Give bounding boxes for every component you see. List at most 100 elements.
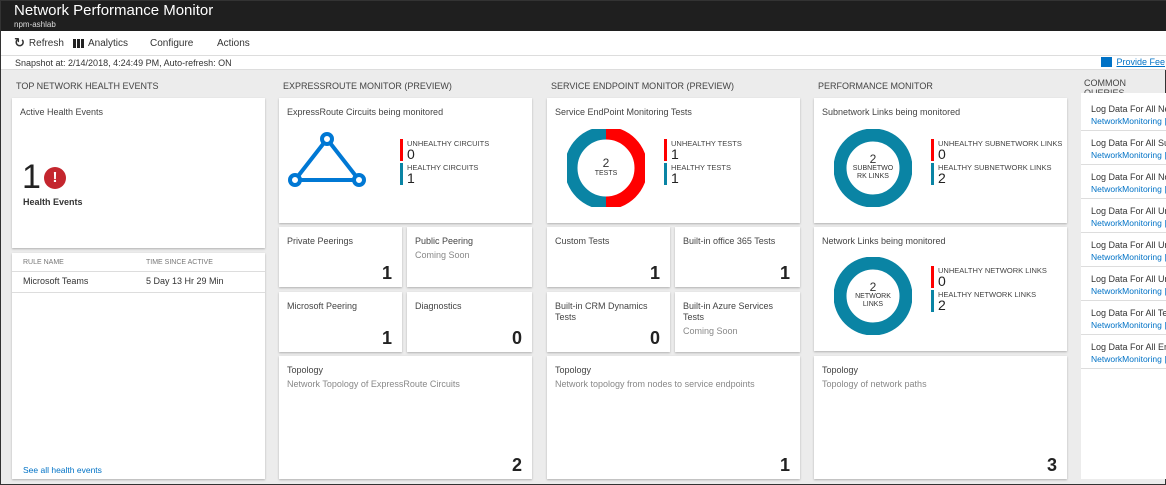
- query-title: Log Data For All Tes: [1091, 308, 1166, 318]
- query-item[interactable]: Log Data For All Un NetworkMonitoring |: [1081, 200, 1166, 233]
- center-count: 2: [869, 280, 877, 294]
- query-item[interactable]: Log Data For All Enc NetworkMonitoring |: [1081, 336, 1166, 369]
- unhealthy-count: 0: [407, 146, 415, 162]
- card-title: Topology: [555, 365, 592, 375]
- tile-card[interactable]: Microsoft Peering 1: [279, 292, 402, 352]
- network-legend: UNHEALTHY NETWORK LINKS 0 HEALTHY NETWORK…: [931, 266, 1047, 314]
- col-rule-name: RULE NAME: [23, 259, 64, 266]
- query-item[interactable]: Log Data For All Sul NetworkMonitoring |: [1081, 132, 1166, 165]
- rule-name: Microsoft Teams: [23, 276, 89, 286]
- health-events-label: Health Events: [23, 197, 83, 207]
- feedback-label: Provide Fee: [1116, 57, 1165, 67]
- thumbs-up-icon: [1101, 57, 1113, 67]
- query-item[interactable]: Log Data For All Un NetworkMonitoring |: [1081, 234, 1166, 267]
- app-title: Network Performance Monitor: [14, 2, 214, 19]
- network-links-card[interactable]: Network Links being monitored 2 NETWORK L…: [814, 227, 1067, 351]
- query-title: Log Data For All Un: [1091, 274, 1166, 284]
- subnetwork-links-card[interactable]: Subnetwork Links being monitored 2 SUBNET…: [814, 98, 1067, 223]
- tile-card[interactable]: Built-in CRM Dynamics Tests 0: [547, 292, 670, 352]
- query-link[interactable]: NetworkMonitoring |: [1091, 252, 1166, 262]
- query-title: Log Data For All Un: [1091, 240, 1166, 250]
- tile-subtitle: Coming Soon: [683, 326, 738, 336]
- query-link[interactable]: NetworkMonitoring |: [1091, 354, 1166, 364]
- table-row[interactable]: Microsoft Teams 5 Day 13 Hr 29 Min: [12, 272, 265, 293]
- performance-section-title: PERFORMANCE MONITOR: [818, 81, 933, 91]
- tile-card[interactable]: Diagnostics 0: [407, 292, 532, 352]
- tile-value: 1: [779, 263, 790, 283]
- tile-value: 1: [649, 263, 660, 283]
- topology-count: 1: [779, 455, 790, 475]
- card-title: Topology: [822, 365, 859, 375]
- active-health-events-card[interactable]: Active Health Events 1 ! Health Events: [12, 98, 265, 248]
- subnet-donut-chart: [834, 129, 912, 207]
- query-link[interactable]: NetworkMonitoring |: [1091, 116, 1166, 126]
- query-link[interactable]: NetworkMonitoring |: [1091, 150, 1166, 160]
- tile-title: Private Peerings: [287, 236, 354, 246]
- health-event-count: 1: [22, 158, 41, 196]
- expressroute-topology-card[interactable]: Topology Network Topology of ExpressRout…: [279, 356, 532, 479]
- tile-value: 1: [381, 263, 392, 283]
- unhealthy-segment: [605, 129, 645, 207]
- see-all-health-events-link[interactable]: See all health events: [23, 465, 102, 475]
- unhealthy-bar: [931, 139, 934, 161]
- healthy-label: HEALTHY NETWORK LINKS: [938, 290, 1037, 299]
- grid-icon: [73, 38, 84, 48]
- card-title: Active Health Events: [20, 107, 104, 117]
- healthy-segment: [834, 129, 912, 207]
- query-title: Log Data For All Enc: [1091, 342, 1166, 352]
- tile-card[interactable]: Built-in Azure Services Tests Coming Soo…: [675, 292, 800, 352]
- performance-topology-card[interactable]: Topology Topology of network paths 3: [814, 356, 1067, 479]
- center-label: SUBNETWO RK LINKS: [852, 165, 894, 180]
- actions-button[interactable]: Actions: [217, 38, 250, 49]
- col-time-since-active: TIME SINCE ACTIVE: [146, 259, 213, 266]
- query-item[interactable]: Log Data For All Un NetworkMonitoring |: [1081, 268, 1166, 301]
- healthy-segment: [567, 129, 607, 207]
- expressroute-section-title: EXPRESSROUTE MONITOR (PREVIEW): [283, 81, 452, 91]
- query-item[interactable]: Log Data For All Tes NetworkMonitoring |: [1081, 302, 1166, 335]
- tile-card[interactable]: Built-in office 365 Tests 1: [675, 227, 800, 287]
- tile-title: Diagnostics: [415, 301, 462, 311]
- analytics-label: Analytics: [88, 37, 129, 49]
- query-link[interactable]: NetworkMonitoring |: [1091, 218, 1166, 228]
- center-label: TESTS: [594, 170, 618, 177]
- tile-value: 0: [649, 328, 660, 348]
- unhealthy-count: 0: [938, 146, 946, 162]
- card-title: ExpressRoute Circuits being monitored: [287, 107, 444, 117]
- refresh-button[interactable]: ↻ Refresh: [14, 35, 64, 51]
- tile-title: Built-in office 365 Tests: [683, 236, 776, 246]
- query-link[interactable]: NetworkMonitoring |: [1091, 320, 1166, 330]
- card-title: Topology: [287, 365, 324, 375]
- query-link[interactable]: NetworkMonitoring |: [1091, 286, 1166, 296]
- analytics-button[interactable]: Analytics: [73, 38, 128, 49]
- query-link[interactable]: NetworkMonitoring |: [1091, 184, 1166, 194]
- configure-button[interactable]: Configure: [150, 38, 193, 49]
- time-since-active: 5 Day 13 Hr 29 Min: [146, 276, 224, 286]
- health-events-table: RULE NAME TIME SINCE ACTIVE Microsoft Te…: [12, 253, 265, 479]
- endpoint-tests-card[interactable]: Service EndPoint Monitoring Tests 2 TESTS…: [547, 98, 800, 223]
- healthy-label: HEALTHY SUBNETWORK LINKS: [938, 163, 1052, 172]
- query-title: Log Data For All Sul: [1091, 138, 1166, 148]
- topology-count: 2: [511, 455, 522, 475]
- healthy-bar: [400, 163, 403, 185]
- expressroute-circuits-card[interactable]: ExpressRoute Circuits being monitored UN…: [279, 98, 532, 223]
- query-item[interactable]: Log Data For All Ne NetworkMonitoring |: [1081, 98, 1166, 131]
- query-title: Log Data For All Ne: [1091, 104, 1166, 114]
- tile-title: Microsoft Peering: [287, 301, 358, 311]
- healthy-count: 2: [938, 170, 946, 186]
- tile-card[interactable]: Custom Tests 1: [547, 227, 670, 287]
- unhealthy-count: 0: [938, 273, 946, 289]
- provide-feedback-link[interactable]: Provide Fee: [1101, 57, 1165, 67]
- unhealthy-count: 1: [671, 146, 679, 162]
- circuit-legend: UNHEALTHY CIRCUITS 0 HEALTHY CIRCUITS 1: [400, 139, 489, 187]
- card-title: Subnetwork Links being monitored: [822, 107, 961, 117]
- tile-card[interactable]: Public Peering Coming Soon: [407, 227, 532, 287]
- card-title: Network Links being monitored: [822, 236, 946, 246]
- tile-card[interactable]: Private Peerings 1: [279, 227, 402, 287]
- query-item[interactable]: Log Data For All No NetworkMonitoring |: [1081, 166, 1166, 199]
- query-title: Log Data For All Un: [1091, 206, 1166, 216]
- unhealthy-label: UNHEALTHY SUBNETWORK LINKS: [938, 139, 1063, 148]
- center-label: NETWORK LINKS: [855, 293, 891, 308]
- donut-center: 2 NETWORK LINKS: [834, 281, 912, 309]
- card-subtitle: Network Topology of ExpressRoute Circuit…: [287, 379, 460, 389]
- endpoint-topology-card[interactable]: Topology Network topology from nodes to …: [547, 356, 800, 479]
